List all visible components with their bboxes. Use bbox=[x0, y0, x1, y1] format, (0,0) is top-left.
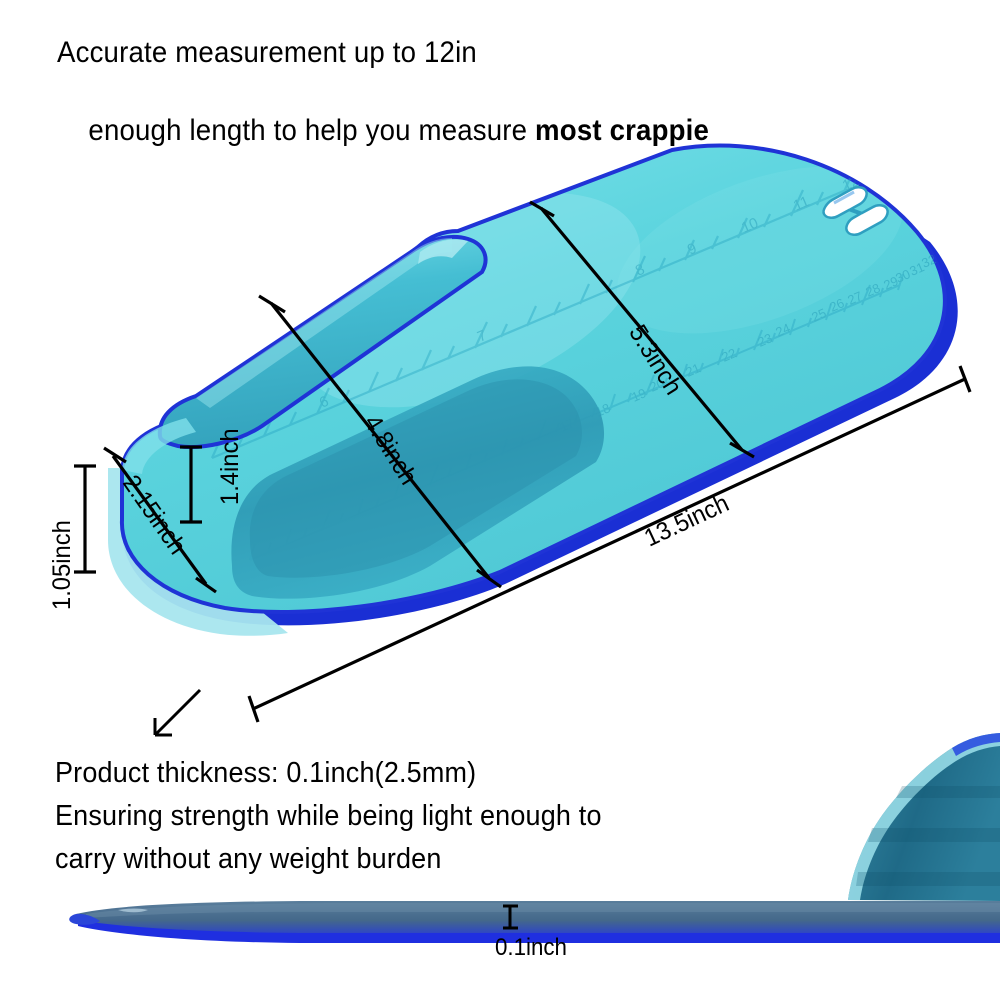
cs-plate-hole bbox=[118, 908, 148, 913]
arch-insert bbox=[231, 366, 605, 599]
dimension-lines bbox=[74, 200, 972, 723]
heel-wall bbox=[159, 236, 486, 448]
svg-text:21: 21 bbox=[683, 360, 702, 379]
cross-section-view bbox=[69, 688, 1000, 943]
svg-text:31: 31 bbox=[907, 259, 926, 278]
leader-line bbox=[153, 688, 202, 737]
cs-base-plate bbox=[76, 901, 1000, 936]
dimline-13-5inch bbox=[247, 365, 972, 723]
svg-text:25: 25 bbox=[809, 305, 828, 324]
svg-text:19: 19 bbox=[629, 385, 648, 404]
heel-wall-highlight bbox=[418, 239, 468, 264]
top-caption-line-2: enough length to help you measure most c… bbox=[57, 80, 709, 182]
bottom-caption-line-2: Ensuring strength while being light enou… bbox=[55, 800, 602, 832]
insert-shadow-band bbox=[249, 379, 582, 578]
top-caption-line-2-normal: enough length to help you measure bbox=[88, 114, 536, 147]
heel-corner-highlight bbox=[122, 418, 196, 474]
svg-text:29: 29 bbox=[881, 273, 900, 292]
svg-text:24: 24 bbox=[773, 320, 792, 339]
board-outline bbox=[119, 143, 947, 614]
cs-heel-cup bbox=[848, 733, 1000, 901]
heel-wall-top bbox=[196, 238, 452, 408]
cs-heel-highlight bbox=[848, 733, 1000, 900]
cs-heel-cap bbox=[952, 733, 1000, 756]
dimension-label-1-4inch: 1.4inch bbox=[216, 428, 244, 505]
top-caption-highlight: most crappie bbox=[535, 114, 710, 147]
svg-text:27: 27 bbox=[845, 288, 864, 307]
svg-text:11: 11 bbox=[791, 193, 812, 215]
board-left-side bbox=[108, 468, 288, 636]
svg-text:22: 22 bbox=[719, 345, 738, 364]
measuring-board: 6 7 8 9 10 11 12 bbox=[108, 143, 958, 636]
cs-heel-bands bbox=[856, 786, 1000, 886]
dimline-2-15inch bbox=[103, 446, 217, 594]
heel-wall-outline bbox=[157, 234, 488, 449]
cs-plate-rim bbox=[78, 920, 1000, 943]
svg-text:26: 26 bbox=[827, 295, 846, 314]
dimline-1-05inch bbox=[74, 464, 96, 574]
cs-plate-texture bbox=[86, 903, 1000, 918]
top-caption-line-1: Accurate measurement up to 12in bbox=[57, 36, 477, 69]
cs-plate-tip bbox=[69, 913, 100, 925]
thickness-caliper-icon bbox=[503, 904, 518, 930]
svg-text:28: 28 bbox=[863, 280, 882, 299]
svg-text:30: 30 bbox=[893, 266, 912, 285]
dimline-1-4inch bbox=[180, 445, 202, 524]
svg-text:20: 20 bbox=[647, 375, 666, 394]
hanging-hole-icon bbox=[822, 186, 889, 236]
svg-text:10: 10 bbox=[739, 215, 761, 237]
dimline-5-3inch bbox=[529, 200, 755, 459]
dimension-label-1-05inch: 1.05inch bbox=[48, 520, 76, 610]
bottom-caption-line-1: Product thickness: 0.1inch(2.5mm) bbox=[55, 757, 477, 789]
svg-text:23: 23 bbox=[755, 330, 774, 349]
thickness-callout-label: 0.1inch bbox=[495, 934, 567, 961]
ruler-scale: 6 7 8 9 10 11 12 bbox=[210, 173, 945, 561]
bottom-caption-line-3: carry without any weight burden bbox=[55, 843, 442, 875]
dimline-4-8inch bbox=[258, 294, 502, 589]
